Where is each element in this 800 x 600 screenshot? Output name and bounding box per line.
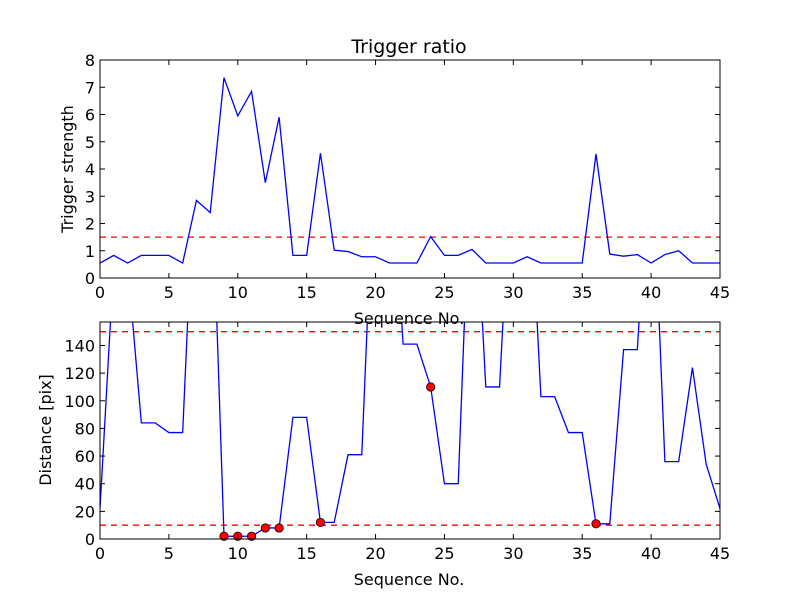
bottom-x-tick-label: 25 (434, 544, 454, 563)
bottom-y-axis-label: Distance [pix] (36, 374, 55, 486)
top-series-line-0 (100, 77, 720, 265)
top-y-tick-label: 1 (85, 242, 95, 261)
bottom-marker-point (426, 382, 436, 392)
top-y-tick-label: 4 (85, 160, 95, 179)
bottom-marker-point (274, 523, 284, 533)
bottom-x-tick-label: 35 (572, 544, 592, 563)
top-y-tick-label: 7 (85, 78, 95, 97)
top-plot-area (100, 77, 720, 265)
bottom-x-tick-label: 40 (641, 544, 661, 563)
top-y-tick-label: 0 (85, 269, 95, 288)
top-axes-frame (99, 59, 721, 279)
top-x-tick-label: 30 (503, 283, 523, 302)
bottom-x-tick-label: 15 (296, 544, 316, 563)
top-y-tick-label: 5 (85, 133, 95, 152)
top-y-tick-label: 6 (85, 106, 95, 125)
distance-axes: Sequence No. Distance [pix] 0 5 10 15 20 25 30… (36, 321, 730, 589)
top-x-tick-label: 5 (164, 283, 174, 302)
bottom-x-tick-label: 0 (95, 544, 105, 563)
top-x-tick-label: 25 (434, 283, 454, 302)
top-x-tick-label: 10 (228, 283, 248, 302)
top-y-axis-label: Trigger strength (58, 105, 77, 234)
bottom-x-tick-label: 10 (228, 544, 248, 563)
bottom-y-tick-label: 40 (75, 475, 95, 494)
bottom-y-tick-label: 100 (64, 392, 95, 411)
top-y-tick-label: 2 (85, 215, 95, 234)
top-y-tick-label: 8 (85, 51, 95, 70)
top-x-tick-label: 40 (641, 283, 661, 302)
bottom-y-tick-label: 120 (64, 364, 95, 383)
bottom-y-tick-label: 60 (75, 447, 95, 466)
bottom-axes-frame (99, 321, 721, 540)
top-x-tick-label: 45 (710, 283, 730, 302)
trigger-ratio-axes: Trigger ratio Sequence No. Trigger stren… (58, 36, 730, 328)
bottom-y-tick-label: 20 (75, 502, 95, 521)
top-x-tick-label: 20 (365, 283, 385, 302)
bottom-marker-point (260, 523, 270, 533)
bottom-x-tick-label: 45 (710, 544, 730, 563)
bottom-plot-area (100, 322, 720, 537)
bottom-marker-point (219, 531, 229, 541)
bottom-y-tick-label: 140 (64, 336, 95, 355)
top-x-tick-label: 15 (296, 283, 316, 302)
top-y-tick-label: 3 (85, 187, 95, 206)
top-x-tick-label: 35 (572, 283, 592, 302)
bottom-series-line-0 (100, 322, 720, 537)
bottom-x-tick-label: 30 (503, 544, 523, 563)
bottom-x-tick-label: 5 (164, 544, 174, 563)
bottom-marker-point (246, 531, 257, 541)
bottom-marker-point (591, 519, 601, 529)
bottom-x-axis-label: Sequence No. (354, 570, 465, 589)
bottom-y-tick-label: 80 (75, 419, 95, 438)
bottom-y-tick-label: 0 (85, 530, 95, 549)
chart-title: Trigger ratio (350, 36, 466, 58)
top-x-tick-label: 0 (95, 283, 105, 302)
top-x-axis-label: Sequence No. (354, 309, 465, 328)
bottom-marker-point (315, 517, 326, 528)
bottom-x-tick-label: 20 (365, 544, 385, 563)
